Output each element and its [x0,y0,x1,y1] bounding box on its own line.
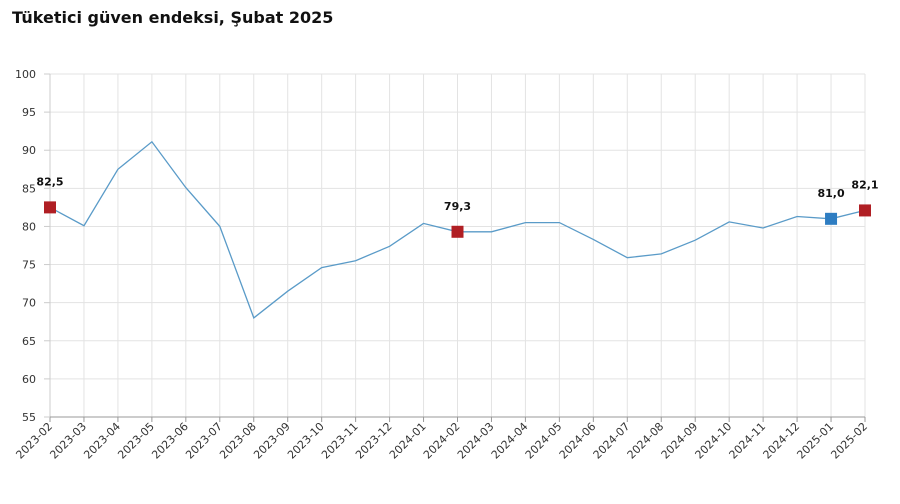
x-tick-label: 2023-10 [285,420,327,462]
y-tick-label: 80 [22,220,36,233]
x-tick-label: 2025-01 [794,420,836,462]
y-tick-label: 90 [22,144,36,157]
x-tick-label: 2024-09 [659,420,701,462]
x-tick-labels: 2023-022023-032023-042023-052023-062023-… [13,420,870,462]
x-tick-label: 2023-11 [319,420,361,462]
data-labels: 82,5 79,3 81,0 82,1 [36,175,878,212]
x-tick-label: 2023-02 [13,420,55,462]
y-tick-labels: 55 60 65 70 75 80 85 90 95 100 [15,68,36,424]
axes [44,73,866,422]
x-tick-label: 2023-03 [47,420,89,462]
x-tick-label: 2024-06 [557,420,599,462]
x-tick-label: 2024-01 [387,420,429,462]
y-tick-label: 75 [22,259,36,272]
x-tick-label: 2024-05 [523,420,565,462]
x-tick-label: 2023-12 [353,420,395,462]
y-tick-label: 65 [22,335,36,348]
x-tick-label: 2024-02 [421,420,463,462]
x-tick-label: 2023-07 [183,420,225,462]
x-tick-label: 2024-04 [489,420,531,462]
x-tick-label: 2024-08 [625,420,667,462]
x-tick-label: 2024-03 [455,420,497,462]
x-tick-label: 2023-09 [251,420,293,462]
data-label: 81,0 [817,187,844,200]
highlight-marker [451,225,464,238]
x-tick-label: 2024-12 [761,420,803,462]
x-tick-label: 2023-06 [149,420,191,462]
highlight-marker [44,201,56,214]
highlight-marker [825,212,838,225]
highlight-marker [859,204,871,217]
y-tick-label: 100 [15,68,36,81]
data-label: 82,5 [36,175,63,188]
chart-title: Tüketici güven endeksi, Şubat 2025 [12,8,334,27]
x-tick-label: 2024-11 [727,420,769,462]
y-tick-label: 85 [22,182,36,195]
data-label: 82,1 [851,178,878,191]
x-tick-label: 2024-10 [693,420,735,462]
data-label: 79,3 [444,200,471,213]
y-tick-label: 95 [22,106,36,119]
x-tick-label: 2024-07 [591,420,633,462]
x-tick-label: 2025-02 [828,420,870,462]
y-tick-label: 70 [22,297,36,310]
x-tick-label: 2023-04 [81,420,123,462]
highlight-markers [44,201,871,238]
grid-lines [49,73,866,418]
y-tick-label: 55 [22,411,36,424]
y-tick-label: 60 [22,373,36,386]
x-tick-label: 2023-08 [217,420,259,462]
x-tick-label: 2023-05 [115,420,157,462]
